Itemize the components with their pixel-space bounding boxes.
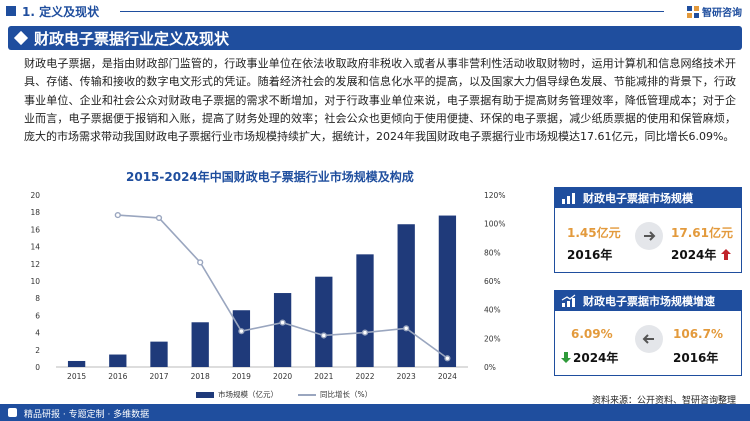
x-tick-label: 2022 xyxy=(355,372,374,381)
legend-item-line: 同比增长（%） xyxy=(298,389,372,400)
legend-bar-swatch xyxy=(196,391,214,398)
brand: 智研咨询 xyxy=(687,4,742,19)
card-title: 财政电子票据市场规模增速 xyxy=(583,295,715,308)
card-market-size: 财政电子票据市场规模 1.45亿元 2016年 17.61亿元 2024年 xyxy=(554,187,742,273)
growth-point xyxy=(197,259,204,266)
x-tick-label: 2017 xyxy=(149,372,168,381)
bar xyxy=(191,322,209,367)
card-header: 财政电子票据市场规模增速 xyxy=(555,291,741,311)
x-tick-label: 2024 xyxy=(438,372,457,381)
title-banner: 财政电子票据行业定义及现状 xyxy=(8,26,742,50)
y-left-tick-label: 2 xyxy=(35,346,40,355)
card-left-year: 2016年 xyxy=(567,248,613,262)
card-body: 1.45亿元 2016年 17.61亿元 2024年 xyxy=(555,208,741,272)
arrow-down-icon xyxy=(561,352,571,363)
bar xyxy=(109,354,127,367)
arrow-circle xyxy=(635,222,663,250)
bar xyxy=(315,276,333,367)
growth-point xyxy=(155,214,163,222)
growth-point xyxy=(361,329,369,336)
bar xyxy=(438,215,457,367)
arrow-left-icon xyxy=(642,334,654,344)
bar xyxy=(273,293,292,367)
brand-logo-icon xyxy=(687,5,699,18)
bar-chart-icon xyxy=(562,193,575,204)
y-left-tick-label: 8 xyxy=(35,294,40,303)
y-left-tick-label: 10 xyxy=(30,277,40,286)
growth-point xyxy=(320,332,327,339)
top-bar: 1. 定义及现状 智研咨询 xyxy=(0,0,750,24)
y-right-tick-label: 20% xyxy=(484,334,501,343)
source-note: 资料来源：公开资料、智研咨询整理 xyxy=(591,396,736,406)
y-left-tick-label: 0 xyxy=(35,363,40,372)
card-growth-rate: 财政电子票据市场规模增速 6.09% 2024年 106.7% 2016年 xyxy=(554,290,742,376)
y-right-tick-label: 80% xyxy=(484,248,501,257)
y-left-tick-label: 4 xyxy=(35,329,40,338)
growth-point xyxy=(114,211,121,219)
arrow-up-icon xyxy=(721,249,731,260)
growth-point xyxy=(279,319,286,326)
footer-icon xyxy=(8,408,17,417)
trend-chart-icon xyxy=(561,294,576,307)
y-right-tick-label: 0% xyxy=(484,363,496,372)
bar xyxy=(356,254,374,367)
y-left-tick-label: 14 xyxy=(30,243,40,252)
header-rule xyxy=(120,11,664,12)
growth-point xyxy=(403,325,410,332)
arrow-right-icon xyxy=(644,231,656,241)
chart-title: 2015-2024年中国财政电子票据行业市场规模及构成 xyxy=(126,170,414,184)
page-title: 财政电子票据行业定义及现状 xyxy=(34,30,230,48)
intro-paragraph: 财政电子票据，是指由财政部门监管的，行政事业单位在依法收取政府非税收入或者从事非… xyxy=(24,57,736,144)
brand-name: 智研咨询 xyxy=(702,8,742,19)
legend-line-label: 同比增长（%） xyxy=(320,390,373,399)
diamond-icon xyxy=(13,30,29,46)
y-left-tick-label: 6 xyxy=(35,311,40,320)
x-tick-label: 2015 xyxy=(67,372,86,381)
y-right-tick-label: 100% xyxy=(484,220,505,229)
legend-line-swatch xyxy=(298,393,316,396)
section-title: 1. 定义及现状 xyxy=(22,5,100,19)
legend-bar-label: 市场规模（亿元） xyxy=(218,390,278,399)
card-body: 6.09% 2024年 106.7% 2016年 xyxy=(555,311,741,375)
chart-legend: 市场规模（亿元） 同比增长（%） xyxy=(196,389,386,400)
bar xyxy=(150,341,168,367)
card-left-value: 1.45亿元 xyxy=(567,226,621,240)
card-left-value: 6.09% xyxy=(571,327,613,341)
x-tick-label: 2019 xyxy=(232,372,251,381)
x-tick-label: 2018 xyxy=(191,372,210,381)
footer-bar: 精品研报 · 专题定制 · 多维数据 xyxy=(0,404,750,421)
card-right-value: 17.61亿元 xyxy=(671,226,733,240)
x-tick-label: 2016 xyxy=(108,372,127,381)
y-left-tick-label: 12 xyxy=(30,260,40,269)
card-right-year: 2024年 xyxy=(671,248,717,262)
y-right-tick-label: 120% xyxy=(484,191,505,200)
y-left-tick-label: 18 xyxy=(30,208,40,217)
chart: 0 2 4 6 8 10 12 14 16 18 20 0% 20% 40% 60% 80% 100% 120% 2… xyxy=(30,191,505,381)
card-left-year: 2024年 xyxy=(573,351,619,365)
y-left-tick-label: 16 xyxy=(30,225,40,234)
card-right-year: 2016年 xyxy=(673,351,719,365)
card-title: 财政电子票据市场规模 xyxy=(583,192,693,205)
x-tick-label: 2021 xyxy=(314,372,333,381)
growth-point xyxy=(444,355,451,362)
footer-text: 精品研报 · 专题定制 · 多维数据 xyxy=(24,410,150,420)
y-right-tick-label: 60% xyxy=(484,277,501,286)
y-right-tick-label: 40% xyxy=(484,306,501,315)
card-right-value: 106.7% xyxy=(673,327,723,341)
x-tick-label: 2023 xyxy=(397,372,416,381)
legend-item-bar: 市场规模（亿元） xyxy=(196,389,278,400)
y-left-tick-label: 20 xyxy=(30,191,40,200)
x-tick-label: 2020 xyxy=(273,372,292,381)
bar xyxy=(67,360,86,367)
bar xyxy=(232,310,251,367)
bar xyxy=(397,224,415,367)
arrow-circle xyxy=(635,325,663,353)
section-marker xyxy=(6,6,16,16)
growth-point xyxy=(238,328,245,335)
card-header: 财政电子票据市场规模 xyxy=(555,188,741,208)
